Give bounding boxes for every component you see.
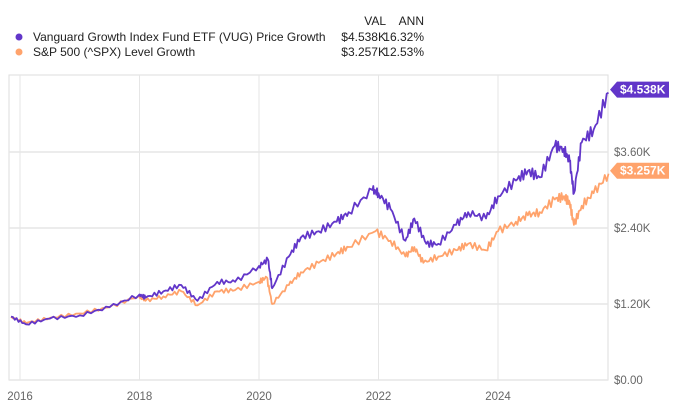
legend-val-vug: $4.538K (341, 30, 386, 44)
end-label-spx: $3.257K (620, 164, 666, 178)
x-tick-label: 2022 (366, 391, 392, 403)
legend-label-spx: S&P 500 (^SPX) Level Growth (33, 45, 195, 59)
series-line-vug (10, 91, 609, 326)
legend-ann-spx: 12.53% (383, 45, 424, 59)
y-tick-label: $2.40K (614, 223, 651, 235)
end-label-tag-spx (610, 162, 669, 179)
y-tick-label: $1.20K (614, 299, 651, 311)
legend-val-spx: $3.257K (341, 45, 386, 59)
legend-header-val: VAL (364, 14, 386, 28)
legend: VAL ANN Vanguard Growth Index Fund ETF (… (15, 14, 424, 59)
end-label-vug: $4.538K (620, 83, 666, 97)
end-label-tag-vug (610, 81, 669, 98)
series-line-spx (10, 173, 610, 324)
end-labels: $4.538K $3.257K (610, 81, 669, 179)
legend-header-ann: ANN (399, 14, 424, 28)
x-tick-label: 2024 (485, 391, 511, 403)
y-tick-label: $3.60K (614, 147, 651, 159)
legend-marker-spx (15, 48, 23, 56)
y-tick-label: $0.00 (614, 375, 643, 387)
x-tick-label: 2018 (127, 391, 153, 403)
series-lines (10, 91, 610, 326)
grid: $0.00 $1.20K $2.40K $3.60K 2016 2018 2020 2022 2… (7, 74, 651, 403)
legend-label-vug: Vanguard Growth Index Fund ETF (VUG) Pri… (33, 30, 326, 44)
legend-marker-vug (15, 33, 23, 41)
x-tick-label: 2016 (7, 391, 33, 403)
x-tick-label: 2020 (246, 391, 272, 403)
legend-ann-vug: 16.32% (383, 30, 424, 44)
